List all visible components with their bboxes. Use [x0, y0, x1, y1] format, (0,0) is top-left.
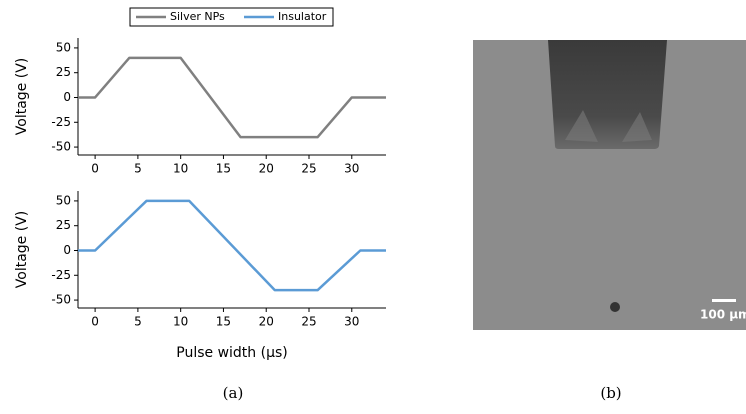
scale-label: 100 μm	[700, 308, 746, 322]
x-tick-label: 15	[216, 315, 231, 329]
series-line	[78, 56, 386, 139]
y-tick-label: 25	[56, 218, 71, 232]
panel-label: (a)	[223, 384, 244, 402]
nozzle-tip	[548, 40, 667, 149]
x-tick-label: 30	[344, 162, 359, 176]
x-tick-label: 10	[173, 162, 188, 176]
legend-box	[129, 7, 334, 27]
y-axis-label: Voltage (V)	[14, 58, 30, 135]
series-line	[78, 199, 386, 292]
y-tick-label: -25	[51, 115, 71, 129]
x-tick-label: 0	[91, 162, 99, 176]
y-tick-label: -50	[51, 293, 71, 307]
y-tick-label: -25	[51, 268, 71, 282]
y-tick-label: -50	[51, 140, 71, 154]
x-tick-label: 20	[259, 162, 274, 176]
droplet	[610, 302, 620, 312]
x-tick-label: 25	[301, 315, 316, 329]
photo: 100 μm	[473, 40, 746, 330]
x-tick-label: 30	[344, 315, 359, 329]
x-tick-label: 5	[134, 315, 142, 329]
nozzle-reflection	[565, 110, 652, 142]
legend-label: Silver NPs	[170, 10, 225, 23]
y-tick-label: 50	[56, 40, 71, 54]
y-axis-label: Voltage (V)	[14, 211, 30, 288]
y-tick-label: 50	[56, 193, 71, 207]
x-tick-label: 5	[134, 162, 142, 176]
legend-label: Insulator	[278, 10, 327, 23]
panel-label: (b)	[600, 384, 621, 402]
x-axis-label: Pulse width (μs)	[176, 345, 287, 361]
x-tick-label: 10	[173, 315, 188, 329]
y-tick-label: 0	[63, 90, 71, 104]
x-tick-label: 20	[259, 315, 274, 329]
scale-bar	[712, 299, 736, 302]
x-tick-label: 25	[301, 162, 316, 176]
y-tick-label: 25	[56, 65, 71, 79]
y-tick-label: 0	[63, 243, 71, 257]
x-tick-label: 15	[216, 162, 231, 176]
x-tick-label: 0	[91, 315, 99, 329]
